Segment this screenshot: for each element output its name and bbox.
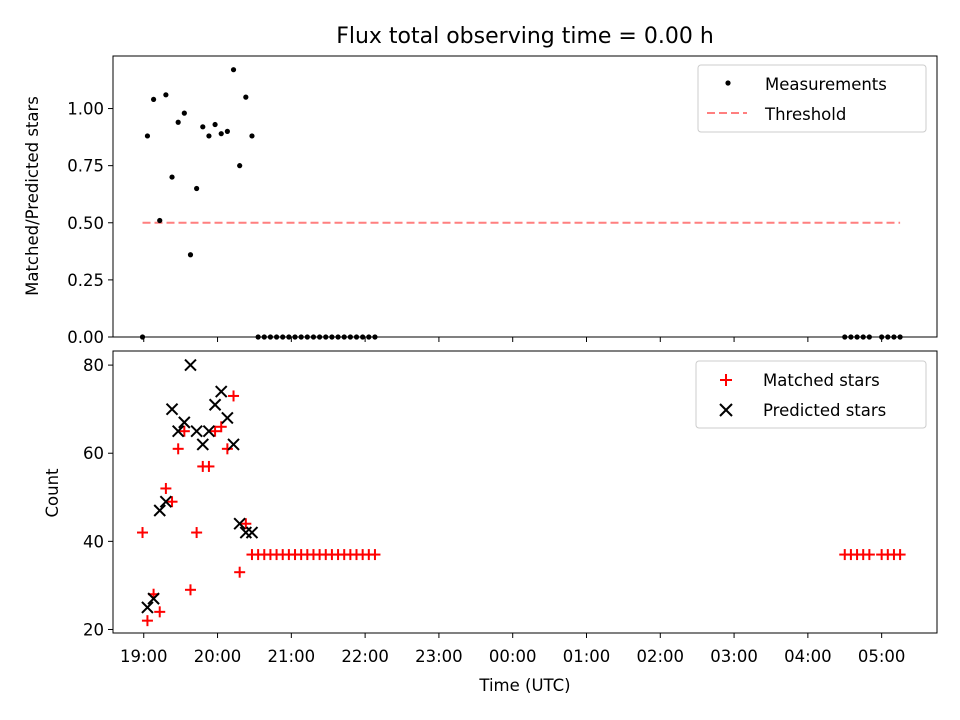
predicted-star-point (196, 438, 209, 451)
y-tick-label: 80 (83, 356, 104, 375)
predicted-star-point (215, 385, 228, 398)
matched-star-point (184, 584, 196, 596)
predicted-star-point (202, 424, 216, 438)
measurement-point (249, 133, 255, 139)
matched-star-point (203, 460, 215, 472)
matched-star-point (172, 443, 184, 455)
top-y-axis-label: Matched/Predicted stars (23, 96, 42, 296)
predicted-star-point (147, 592, 160, 605)
y-tick-label: 20 (83, 620, 104, 639)
predicted-star-point (233, 517, 246, 530)
measurement-point (237, 163, 243, 169)
x-tick-label: 23:00 (415, 647, 463, 666)
predicted-star-point (245, 526, 259, 539)
top-panel: 0.00 0.25 0.50 0.75 1.00 Matched/Predicted s… (23, 55, 938, 347)
predicted-star-point (178, 416, 191, 429)
matched-star-point (369, 549, 381, 561)
x-tick-label: 22:00 (341, 647, 389, 666)
measurement-point (187, 252, 194, 258)
matched-star-point (166, 496, 178, 508)
matched-star-point (863, 549, 875, 561)
legend-measurements-label: Measurements (765, 75, 887, 94)
matched-star-point (141, 615, 153, 627)
bottom-panel: 20 40 60 80 19:00 20:00 21:00 22:00 23:00 00:00 01… (43, 350, 938, 695)
measurement-point (157, 217, 163, 224)
y-tick-label: 0.75 (67, 157, 104, 176)
legend-threshold-label: Threshold (764, 105, 846, 124)
predicted-star-point (190, 424, 203, 438)
measurement-point (218, 131, 224, 137)
predicted-star-point (171, 424, 185, 438)
y-tick-label: 0.00 (67, 328, 104, 347)
matched-star-point (178, 425, 190, 437)
predicted-star-point (159, 495, 173, 508)
x-tick-label: 04:00 (784, 647, 832, 666)
measurement-point (169, 174, 175, 180)
x-tick-label: 21:00 (268, 647, 316, 666)
bottom-axes: 20 40 60 80 19:00 20:00 21:00 22:00 23:00 00:00 01… (83, 350, 938, 666)
measurement-point (224, 128, 230, 134)
measurement-point (175, 119, 181, 125)
matched-star-point (215, 421, 227, 433)
top-legend: Measurements Threshold (697, 64, 927, 133)
matched-star-point (240, 518, 252, 530)
measurement-point (212, 121, 218, 128)
y-tick-label: 60 (83, 444, 104, 463)
measurement-point (144, 133, 151, 139)
x-tick-label: 20:00 (194, 647, 242, 666)
y-tick-label: 1.00 (67, 100, 104, 119)
matched-star-point (191, 527, 203, 539)
y-tick-label: 0.25 (67, 271, 104, 290)
x-tick-label: 03:00 (710, 647, 758, 666)
predicted-star-point (208, 398, 222, 411)
measurement-point (243, 94, 249, 100)
bottom-y-axis-label: Count (43, 468, 62, 518)
measurement-point (200, 124, 206, 130)
predicted-star-point (184, 358, 197, 372)
bottom-marks (137, 358, 906, 627)
x-tick-label: 02:00 (637, 647, 685, 666)
measurement-point (194, 185, 200, 192)
legend-matched-marker (720, 374, 732, 386)
predicted-star-point (227, 438, 240, 451)
legend-matched-label: Matched stars (763, 371, 880, 390)
axes-frame (112, 350, 938, 634)
x-tick-label: 01:00 (563, 647, 611, 666)
predicted-star-point (153, 504, 166, 517)
matched-star-point (234, 566, 246, 578)
matched-star-point (228, 390, 240, 402)
y-tick-label: 0.50 (67, 214, 104, 233)
axes-frame (112, 55, 938, 338)
predicted-star-point (221, 411, 234, 425)
matched-star-point (894, 549, 906, 561)
measurement-point (150, 96, 157, 103)
measurement-point (163, 92, 169, 98)
measurement-point (206, 133, 212, 139)
matched-star-point (209, 425, 221, 437)
top-axes: 0.00 0.25 0.50 0.75 1.00 (67, 55, 938, 347)
matched-star-point (137, 527, 149, 539)
matched-star-point (221, 443, 233, 455)
measurement-point (230, 67, 237, 73)
predicted-star-point (141, 601, 154, 614)
legend-predicted-marker (719, 403, 733, 417)
x-tick-label: 05:00 (858, 647, 906, 666)
bottom-legend-box (695, 360, 927, 429)
top-legend-box (697, 64, 927, 133)
legend-predicted-label: Predicted stars (763, 401, 886, 420)
bottom-x-axis-label: Time (UTC) (478, 676, 570, 695)
measurement-point (181, 110, 187, 116)
x-tick-label: 19:00 (120, 647, 168, 666)
matched-star-point (160, 482, 172, 494)
y-tick-label: 40 (83, 532, 104, 551)
x-tick-label: 00:00 (489, 647, 537, 666)
bottom-legend: Matched stars Predicted stars (695, 360, 927, 429)
chart-title: Flux total observing time = 0.00 h (336, 24, 714, 49)
legend-measurements-marker (725, 80, 731, 86)
matched-star-point (154, 606, 166, 618)
predicted-star-point (165, 402, 179, 416)
